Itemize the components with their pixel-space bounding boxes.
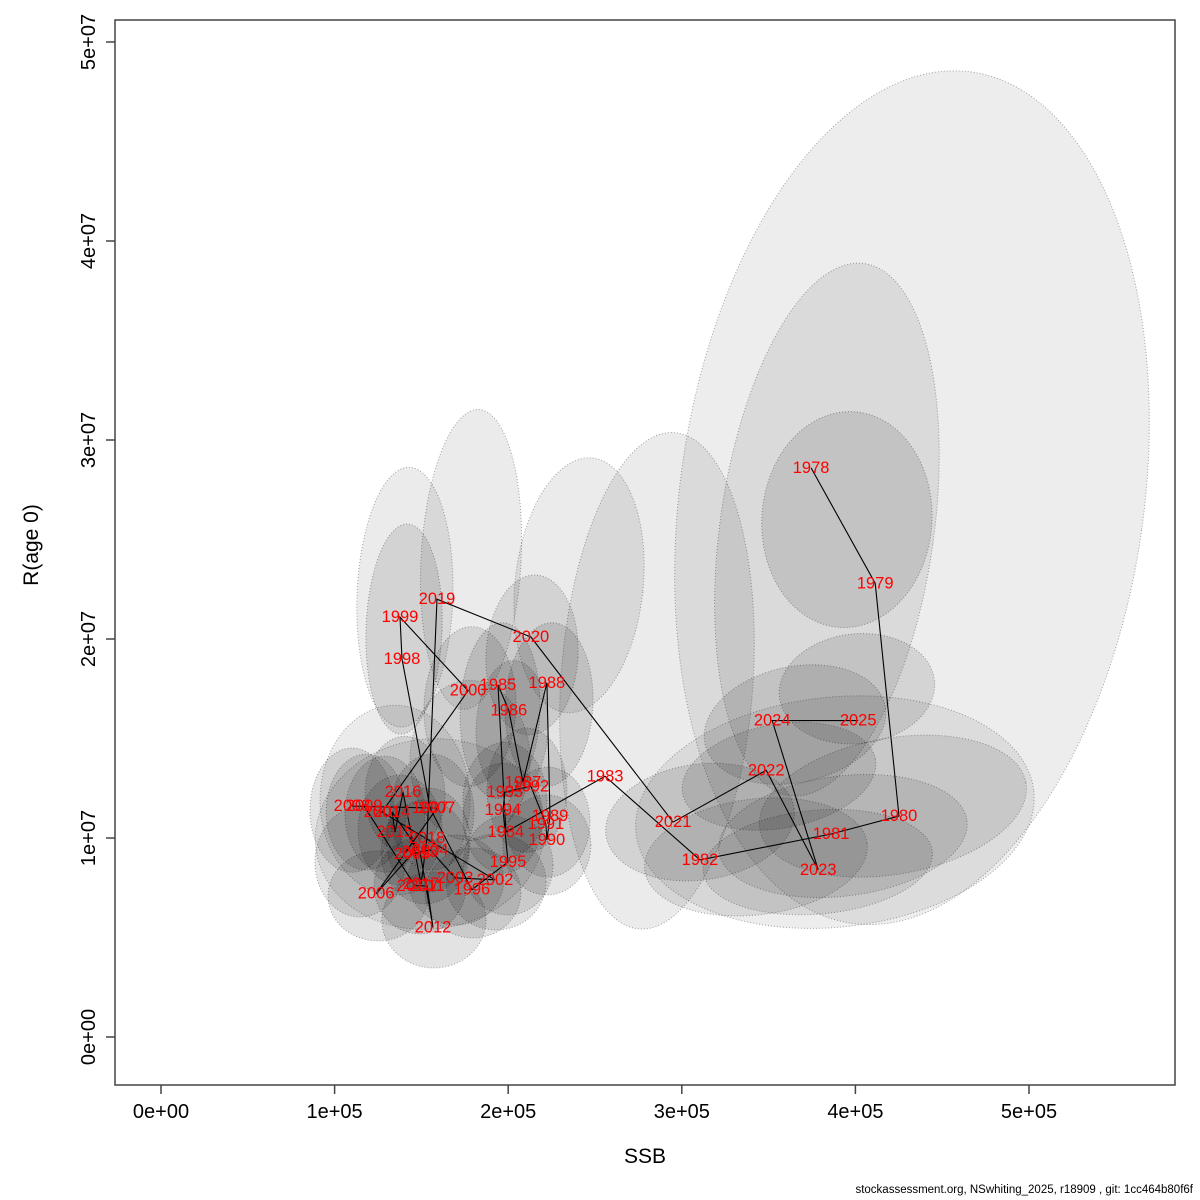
year-label: 2011	[409, 877, 444, 895]
confidence-ellipse	[485, 574, 579, 736]
year-label: 1979	[857, 574, 894, 592]
year-label: 2003	[437, 869, 474, 887]
year-label: 2017	[403, 875, 440, 893]
confidence-ellipse	[423, 626, 517, 788]
year-label: 1985	[480, 676, 517, 694]
x-tick-label: 0e+00	[133, 1101, 189, 1123]
x-tick-label: 4e+05	[827, 1101, 883, 1123]
plot-box	[114, 19, 1176, 1086]
y-axis-title: R(age 0)	[20, 504, 43, 586]
confidence-ellipse	[445, 833, 547, 931]
y-tick-label: 5e+07	[78, 14, 100, 70]
axis-layer: 0e+00 1e+05 2e+05 3e+05 4e+05 5e+05 0e+00 1e+07…	[78, 14, 1176, 1123]
year-label: 2014	[374, 803, 411, 821]
confidence-ellipse	[513, 457, 645, 714]
year-label: 1978	[793, 459, 830, 477]
confidence-ellipse	[462, 762, 544, 874]
year-label: 1986	[491, 702, 528, 720]
year-label: 2024	[754, 712, 791, 730]
year-label: 2004	[412, 841, 449, 859]
year-label: 2018	[409, 829, 446, 847]
confidence-ellipse	[486, 727, 568, 853]
year-label: 2016	[385, 783, 422, 801]
x-tick-label: 1e+05	[307, 1101, 363, 1123]
plot-caption: stockassessment.org, NSwhiting_2025, r18…	[855, 1184, 1193, 1196]
year-label: 1994	[485, 801, 522, 819]
y-tick-label: 4e+07	[78, 213, 100, 269]
year-label: 1980	[881, 807, 918, 825]
year-label: 1997	[412, 799, 449, 817]
year-label: 2013	[402, 843, 439, 861]
year-label: 2019	[419, 590, 456, 608]
year-label: 2015	[377, 823, 414, 841]
confidence-ellipse	[761, 411, 933, 629]
year-label: 1999	[382, 608, 419, 626]
year-label: 1990	[529, 831, 566, 849]
confidence-ellipse	[681, 721, 877, 831]
year-label: 1987	[505, 773, 542, 791]
year-label: 1988	[529, 674, 566, 692]
year-label: 1991	[528, 815, 565, 833]
x-tick-label: 3e+05	[654, 1101, 710, 1123]
year-label: 2006	[358, 885, 395, 903]
year-label: 1998	[384, 650, 421, 668]
year-label: 2009	[346, 797, 383, 815]
year-label: 1984	[488, 823, 525, 841]
year-label: 1981	[813, 825, 850, 843]
year-label: 2001	[364, 803, 401, 821]
year-label: 2020	[513, 628, 550, 646]
confidence-ellipse	[605, 762, 795, 882]
confidence-ellipse	[364, 735, 446, 853]
year-label: 1989	[532, 807, 569, 825]
confidence-ellipse	[407, 834, 505, 926]
y-tick-label: 3e+07	[78, 412, 100, 468]
confidence-ellipse-layer	[309, 70, 1150, 969]
year-label: 2021	[655, 813, 692, 831]
confidence-ellipse	[381, 871, 487, 969]
year-label: 1982	[682, 851, 719, 869]
year-label: 1993	[487, 783, 524, 801]
x-axis-title: SSB	[624, 1145, 666, 1168]
sr-path	[351, 467, 900, 928]
confidence-ellipse	[502, 794, 592, 896]
year-label: 2010	[397, 877, 434, 895]
confidence-ellipse	[758, 734, 1027, 878]
year-label: 1983	[587, 767, 624, 785]
y-tick-label: 2e+07	[78, 611, 100, 667]
confidence-ellipse	[365, 523, 443, 735]
y-tick-label: 1e+07	[78, 810, 100, 866]
year-label: 2007	[419, 799, 456, 817]
confidence-ellipse	[505, 766, 591, 878]
year-label: 1995	[490, 853, 527, 871]
sr-path-layer	[351, 467, 900, 928]
confidence-ellipse	[319, 704, 471, 896]
year-label-layer: 1978 1979 1980 1981 1982 1983 1984 1985 1986 1987…	[334, 459, 918, 937]
confidence-ellipse	[703, 664, 887, 785]
year-label: 2023	[800, 861, 837, 879]
year-label: 2005	[394, 845, 431, 863]
year-label: 2025	[840, 712, 877, 730]
confidence-ellipse	[356, 466, 454, 728]
confidence-ellipse	[644, 797, 868, 917]
year-label: 1992	[513, 777, 550, 795]
confidence-ellipse	[504, 622, 594, 788]
confidence-ellipse	[420, 409, 523, 710]
year-label: 2002	[477, 871, 514, 889]
x-tick-label: 2e+05	[480, 1101, 536, 1123]
x-tick-label: 5e+05	[1001, 1101, 1057, 1123]
year-label: 2012	[415, 919, 452, 937]
year-label: 1996	[454, 881, 491, 899]
year-label: 2022	[748, 761, 785, 779]
year-label: 2000	[450, 682, 487, 700]
year-label: 2008	[334, 797, 371, 815]
confidence-ellipse	[674, 70, 1150, 926]
confidence-ellipse	[309, 747, 395, 873]
confidence-ellipse	[718, 773, 968, 899]
confidence-ellipse	[462, 814, 554, 916]
y-tick-label: 0e+00	[78, 1009, 100, 1065]
